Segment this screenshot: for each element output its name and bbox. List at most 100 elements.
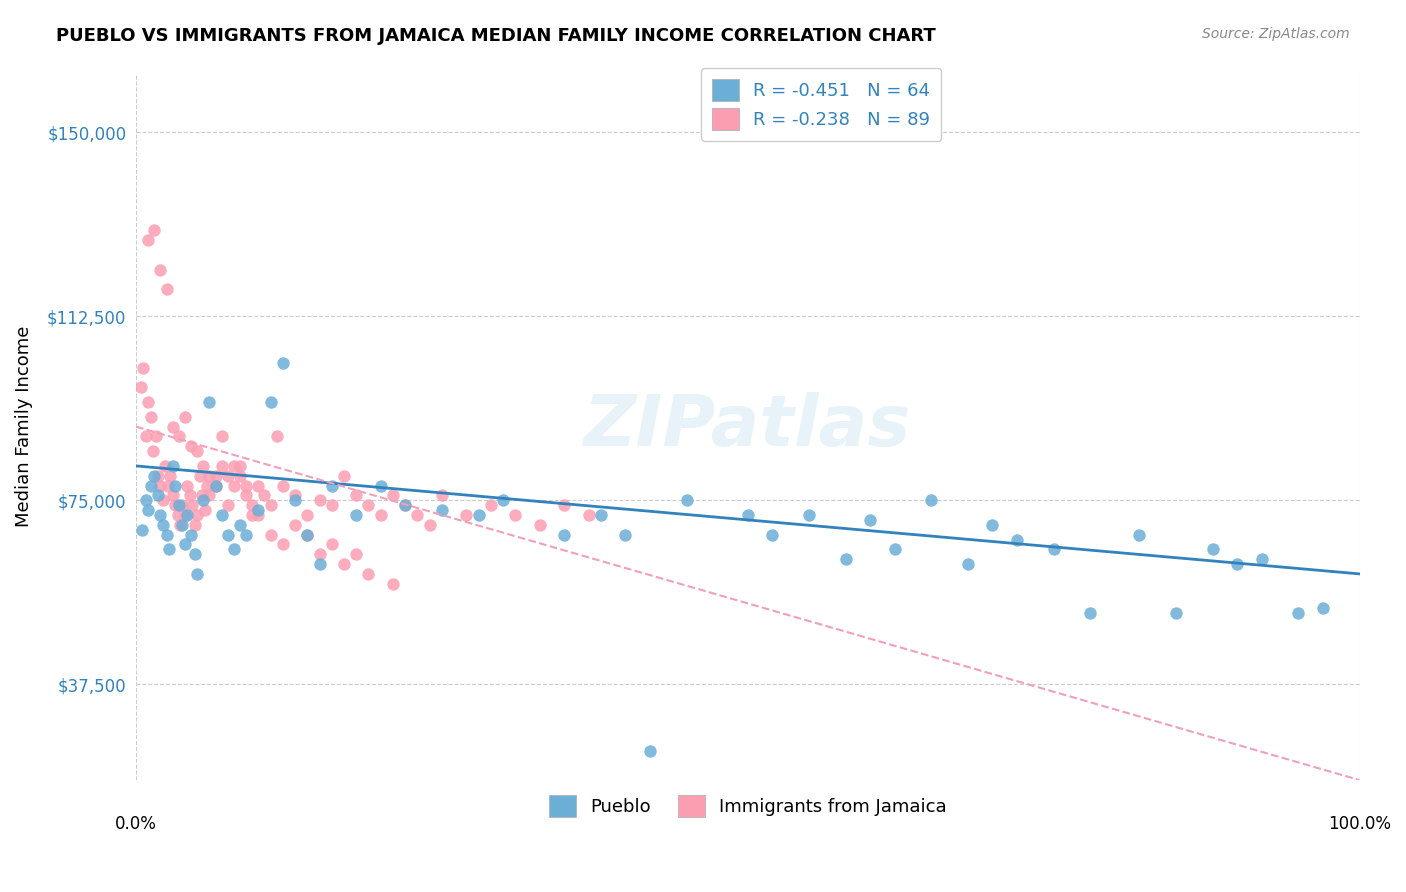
- Point: [1226, 557, 1249, 571]
- Point: [159, 468, 181, 483]
- Point: [142, 444, 165, 458]
- Point: [1128, 527, 1150, 541]
- Point: [217, 498, 239, 512]
- Point: [344, 547, 367, 561]
- Point: [229, 468, 252, 483]
- Point: [174, 537, 197, 551]
- Point: [333, 557, 356, 571]
- Point: [479, 498, 502, 512]
- Point: [297, 527, 319, 541]
- Point: [344, 508, 367, 522]
- Point: [259, 498, 281, 512]
- Text: 100.0%: 100.0%: [1329, 815, 1391, 833]
- Point: [166, 508, 188, 522]
- Point: [149, 508, 172, 522]
- Point: [430, 488, 453, 502]
- Point: [1005, 533, 1028, 547]
- Point: [217, 468, 239, 483]
- Point: [271, 356, 294, 370]
- Point: [222, 458, 245, 473]
- Point: [503, 508, 526, 522]
- Point: [135, 429, 157, 443]
- Point: [370, 508, 392, 522]
- Point: [357, 498, 380, 512]
- Point: [638, 743, 661, 757]
- Point: [131, 523, 153, 537]
- Point: [492, 493, 515, 508]
- Point: [165, 498, 187, 512]
- Point: [614, 527, 637, 541]
- Point: [229, 458, 252, 473]
- Point: [259, 527, 281, 541]
- Point: [156, 478, 179, 492]
- Point: [321, 478, 343, 492]
- Point: [145, 429, 167, 443]
- Point: [308, 557, 330, 571]
- Point: [162, 488, 184, 502]
- Point: [797, 508, 820, 522]
- Point: [132, 360, 155, 375]
- Point: [394, 498, 416, 512]
- Point: [152, 517, 174, 532]
- Point: [578, 508, 600, 522]
- Point: [152, 493, 174, 508]
- Point: [139, 478, 162, 492]
- Point: [136, 233, 159, 247]
- Point: [211, 508, 233, 522]
- Point: [344, 488, 367, 502]
- Text: Source: ZipAtlas.com: Source: ZipAtlas.com: [1202, 27, 1350, 41]
- Point: [321, 498, 343, 512]
- Point: [176, 478, 198, 492]
- Point: [183, 517, 205, 532]
- Point: [204, 478, 226, 492]
- Point: [406, 508, 429, 522]
- Legend: R = -0.451   N = 64, R = -0.238   N = 89: R = -0.451 N = 64, R = -0.238 N = 89: [702, 68, 941, 141]
- Point: [467, 508, 489, 522]
- Text: ZIPatlas: ZIPatlas: [583, 392, 911, 461]
- Point: [381, 488, 404, 502]
- Point: [737, 508, 759, 522]
- Point: [920, 493, 942, 508]
- Point: [167, 429, 190, 443]
- Point: [271, 537, 294, 551]
- Point: [321, 537, 343, 551]
- Point: [240, 508, 263, 522]
- Point: [240, 498, 263, 512]
- Point: [155, 527, 177, 541]
- Point: [1286, 606, 1309, 620]
- Point: [191, 488, 214, 502]
- Point: [1202, 542, 1225, 557]
- Point: [419, 517, 441, 532]
- Point: [235, 527, 257, 541]
- Text: PUEBLO VS IMMIGRANTS FROM JAMAICA MEDIAN FAMILY INCOME CORRELATION CHART: PUEBLO VS IMMIGRANTS FROM JAMAICA MEDIAN…: [56, 27, 936, 45]
- Point: [198, 468, 221, 483]
- Point: [229, 517, 252, 532]
- Point: [176, 508, 198, 522]
- Point: [149, 478, 172, 492]
- Point: [136, 503, 159, 517]
- Point: [186, 566, 208, 581]
- Point: [183, 547, 205, 561]
- Point: [271, 478, 294, 492]
- Point: [1078, 606, 1101, 620]
- Point: [1250, 552, 1272, 566]
- Point: [222, 542, 245, 557]
- Point: [235, 488, 257, 502]
- Point: [193, 493, 215, 508]
- Point: [180, 439, 202, 453]
- Point: [155, 458, 177, 473]
- Point: [284, 493, 307, 508]
- Point: [370, 478, 392, 492]
- Point: [172, 498, 194, 512]
- Point: [956, 557, 979, 571]
- Point: [180, 527, 202, 541]
- Point: [217, 527, 239, 541]
- Point: [266, 429, 288, 443]
- Point: [165, 478, 187, 492]
- Y-axis label: Median Family Income: Median Family Income: [15, 326, 32, 527]
- Point: [211, 458, 233, 473]
- Point: [162, 458, 184, 473]
- Point: [761, 527, 783, 541]
- Point: [333, 468, 356, 483]
- Point: [193, 458, 215, 473]
